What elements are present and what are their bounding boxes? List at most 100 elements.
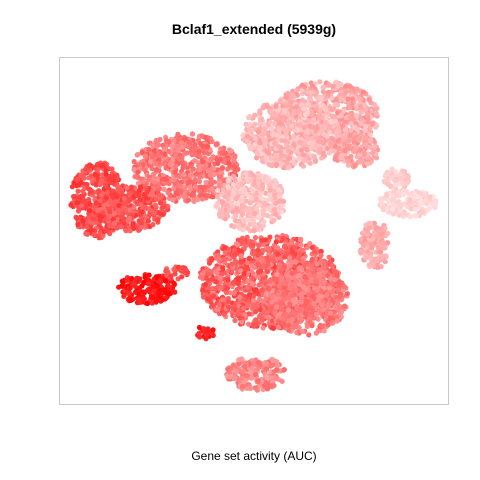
scatter-point [220,199,226,205]
scatter-point [285,307,292,313]
scatter-point [250,172,256,178]
scatter-point [97,198,103,204]
scatter-point [265,175,271,181]
scatter-point [305,101,311,107]
scatter-point [279,276,285,282]
scatter-point [121,201,128,207]
scatter-point [266,206,272,212]
scatter-point [71,194,77,200]
scatter-point [213,286,219,292]
scatter-point [106,213,113,219]
scatter-point [328,276,334,282]
scatter-point [200,159,206,165]
scatter-point [244,284,251,291]
scatter-point [338,153,344,159]
scatter-point [306,332,312,338]
scatter-point [374,258,380,264]
scatter-point [333,101,339,107]
scatter-point [274,156,280,162]
scatter-point [319,124,325,130]
scatter-point [372,102,378,108]
scatter-point [285,277,292,283]
scatter-point [361,151,368,157]
scatter-point [171,185,177,192]
scatter-point [189,152,195,158]
scatter-point [181,171,187,178]
scatter-point [144,189,150,195]
scatter-point [80,218,86,224]
scatter-point [286,148,292,154]
scatter-point [270,325,276,331]
scatter-point [350,148,356,154]
scatter-point [362,107,369,113]
scatter-point [268,108,274,114]
scatter-point [296,156,302,162]
scatter-point [273,180,280,186]
scatter-point [295,86,301,92]
scatter-point [155,142,161,148]
scatter-point [247,200,253,206]
scatter-point [316,138,322,145]
scatter-point [300,258,306,264]
scatter-point [291,110,297,116]
scatter-point [270,258,276,264]
scatter-point [246,255,252,261]
scatter-point [252,136,259,142]
scatter-point [216,258,222,264]
scatter-point [82,199,88,205]
scatter-point [225,277,231,283]
scatter-point [356,135,362,141]
scatter-point [348,154,354,160]
scatter-point [173,163,179,169]
scatter-point [321,328,327,334]
scatter-point [272,211,279,217]
scatter-point [400,213,407,219]
scatter-point [261,126,267,132]
scatter-point [252,235,259,241]
scatter-point [412,191,418,197]
scatter-point [378,249,384,255]
scatter-point [259,186,265,192]
scatter-point [249,220,255,227]
scatter-point [293,104,300,110]
scatter-point [323,96,329,102]
scatter-point [179,155,185,161]
scatter-point [263,237,269,243]
scatter-point [418,201,424,207]
scatter-point [247,114,253,120]
scatter-point [217,302,223,308]
scatter-point [175,148,181,154]
scatter-point [302,111,309,118]
scatter-point [237,315,243,321]
scatter-point [358,109,364,115]
scatter-point [267,234,273,240]
scatter-point [246,292,252,298]
scatter-point [274,251,281,257]
scatter-point [248,241,254,248]
scatter-point [231,224,237,230]
scatter-point [209,138,215,145]
scatter-point [199,133,205,139]
scatter-point [220,265,226,271]
scatter-point [96,188,102,194]
scatter-point [407,197,413,203]
scatter-point [267,120,273,126]
scatter-point [389,206,396,212]
scatter-point [127,228,133,234]
scatter-point [209,276,216,282]
scatter-point [196,148,202,155]
scatter-point [249,195,255,201]
scatter-point [207,180,213,186]
scatter-point [257,108,263,114]
scatter-point [371,232,377,238]
scatter-point [127,215,133,221]
scatter-point [287,97,293,103]
scatter-point [353,112,360,118]
scatter-point [240,132,246,138]
scatter-point [231,290,237,296]
scatter-point [266,150,272,156]
scatter-point [207,172,213,178]
scatter-point [337,82,343,88]
